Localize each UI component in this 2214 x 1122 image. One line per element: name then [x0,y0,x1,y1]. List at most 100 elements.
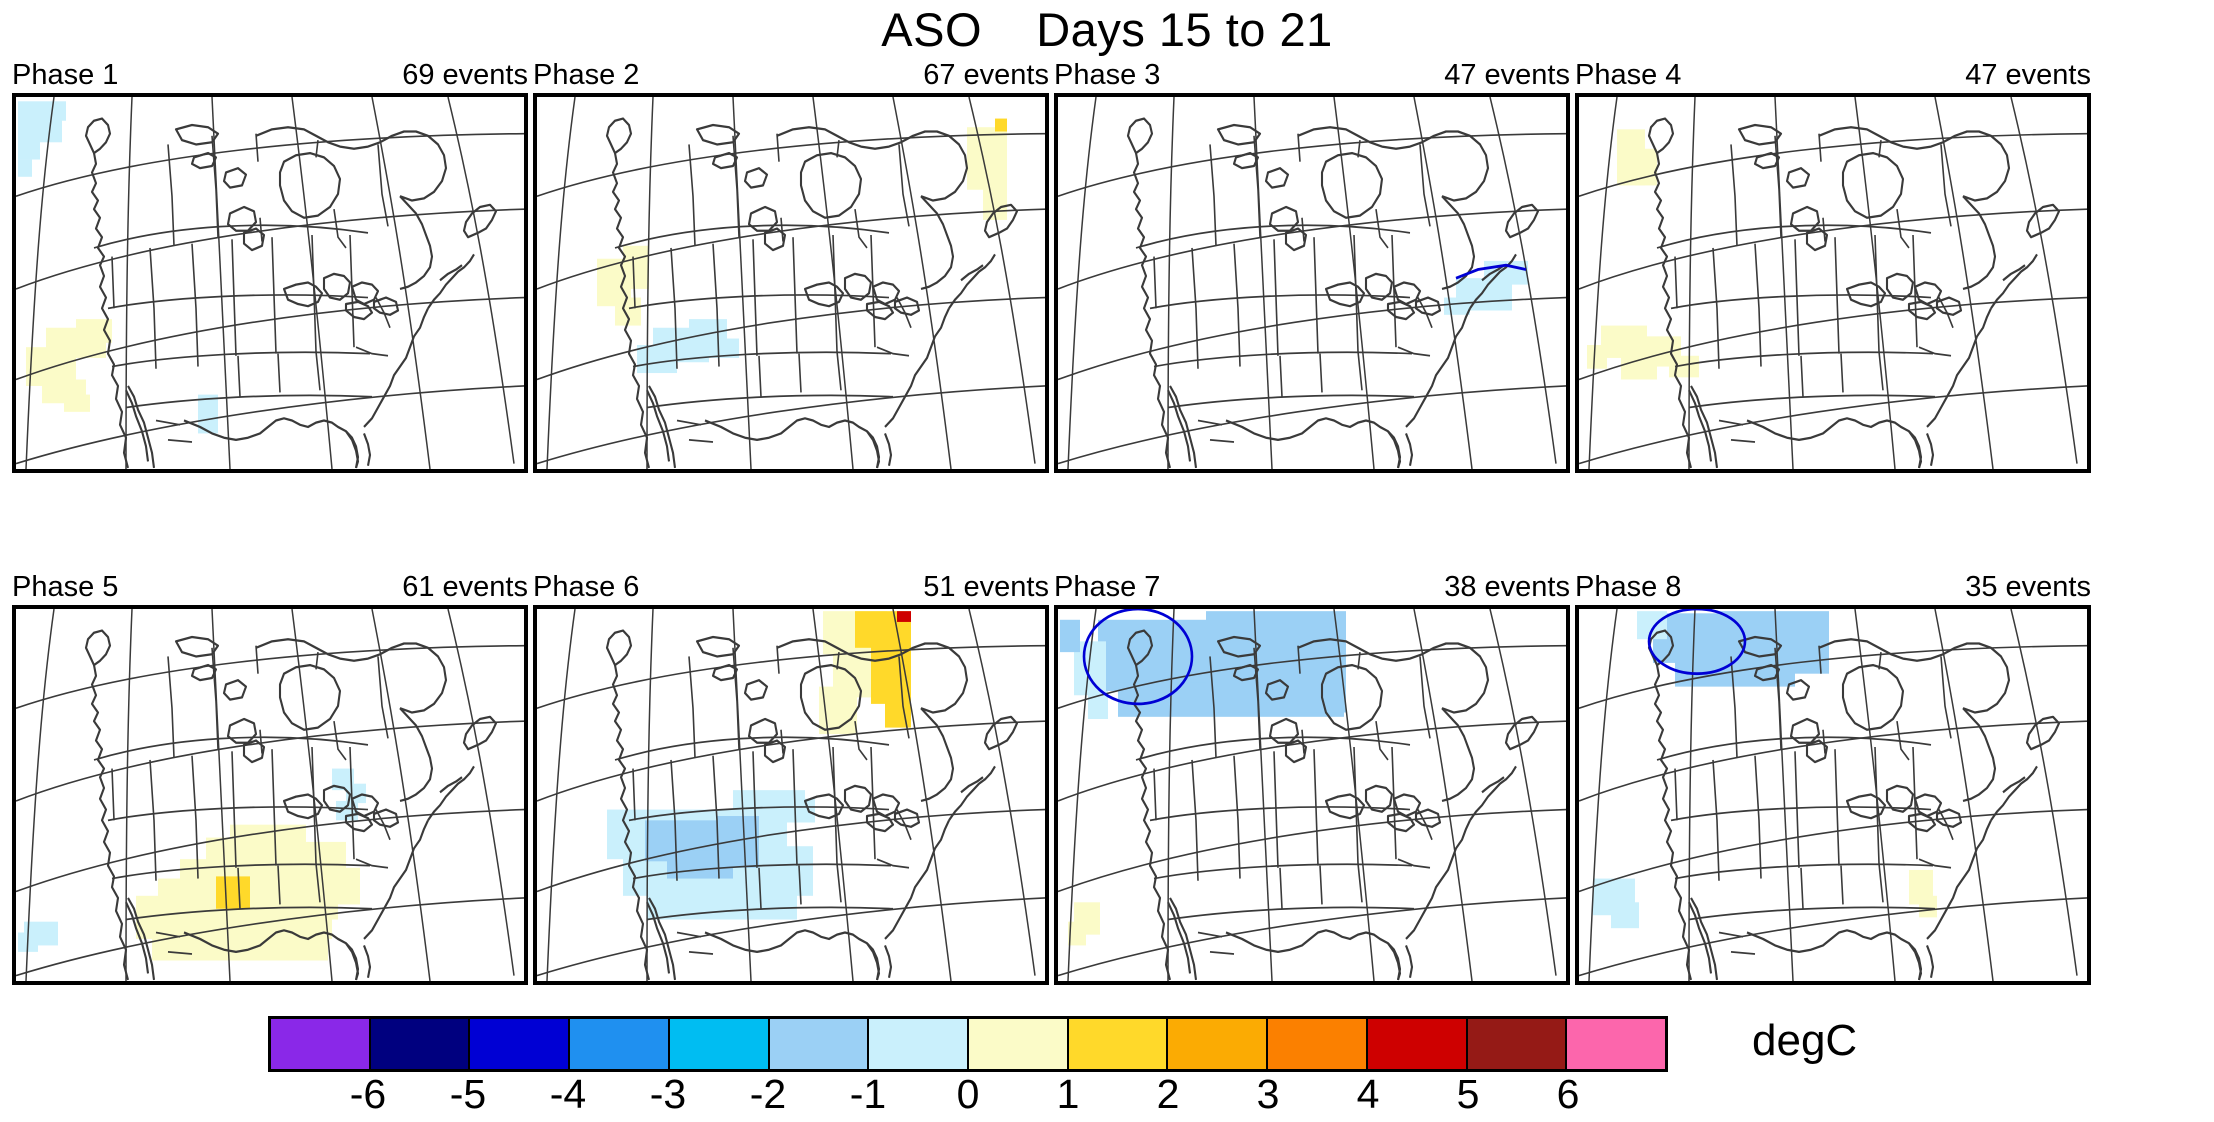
anomaly-cell [995,118,1007,132]
map-panel-7: Phase 7 38 events [1054,571,1570,985]
colorbar-tick: 3 [1256,1071,1280,1117]
graticule [1579,97,2087,469]
anomaly-cell [623,245,649,289]
graticule [1058,609,1566,981]
coastlines [84,629,498,981]
panel-phase-label: Phase 8 [1575,571,1682,603]
coastlines [605,117,1019,469]
graticule [16,609,524,981]
anomaly-cell [216,876,250,909]
anomaly-cell [1919,895,1937,918]
colorbar [268,1016,1668,1072]
anomaly-cell [18,159,32,177]
panel-header: Phase 2 67 events [533,59,1049,91]
colorbar-tick: 2 [1156,1071,1180,1117]
map-panel-8: Phase 8 35 events [1575,571,2091,985]
anomaly-cell [52,101,66,121]
anomaly-cell [40,118,62,143]
panel-phase-label: Phase 2 [533,59,640,91]
colorbar-tick: -5 [449,1071,487,1117]
anomaly-shading [1593,611,1937,929]
political-borders [1135,645,1433,955]
map-canvas[interactable] [1575,93,2091,473]
panel-header: Phase 5 61 events [12,571,528,603]
panel-header: Phase 8 35 events [1575,571,2091,603]
anomaly-shading [597,118,1007,374]
colorbar-swatch [1467,1019,1568,1069]
map-canvas[interactable] [1054,605,1570,985]
panel-header: Phase 6 51 events [533,573,1049,602]
anomaly-cell [709,338,739,358]
anomaly-cell [1068,921,1086,946]
anomaly-cell [885,695,911,728]
colorbar-tick: -1 [849,1071,887,1117]
panel-header: Phase 3 47 events [1054,59,1570,91]
colorbar-swatch [1268,1019,1368,1069]
anomaly-shading [18,101,218,434]
coastlines [1126,117,1540,469]
panel-events-count: 38 events [1444,571,1570,603]
anomaly-shading [1587,129,1699,380]
panel-phase-label: Phase 5 [12,571,119,603]
colorbar-tick: 4 [1356,1071,1380,1117]
anomaly-cell [1611,902,1639,929]
panel-header: Phase 4 47 events [1575,59,2091,91]
anomaly-cell [76,319,112,343]
graticule [1579,609,2087,981]
anomaly-cell [637,345,677,374]
colorbar-tick: -6 [349,1071,387,1117]
panel-phase-label: Phase 4 [1575,59,1682,91]
anomaly-cell [198,394,218,434]
map-panel-3: Phase 3 47 events [1054,59,1570,473]
anomaly-cell [1444,297,1470,315]
map-canvas[interactable] [533,605,1049,985]
colorbar-swatch [869,1019,970,1069]
graticule [1058,97,1566,469]
anomaly-cell [1060,619,1080,653]
colorbar-swatch [1367,1019,1468,1069]
map-canvas[interactable] [533,93,1049,473]
coastlines [84,117,498,469]
colorbar-tick: 1 [1056,1071,1080,1117]
graticule [537,97,1045,469]
map-canvas[interactable] [12,605,528,985]
contour-line [1082,609,1194,706]
panel-phase-label: Phase 7 [1054,571,1161,603]
colorbar-tick: -2 [749,1071,787,1117]
map-canvas[interactable] [1054,93,1570,473]
political-borders [614,133,912,443]
map-panel-6: Phase 6 51 events [533,573,1049,985]
map-panel-2: Phase 2 67 events [533,59,1049,473]
map-canvas[interactable] [1575,605,2091,985]
coastlines [1647,117,2061,469]
panel-phase-label: Phase 1 [12,59,119,91]
anomaly-cell [308,867,360,905]
anomaly-shading [1444,260,1528,315]
colorbar-swatch [1068,1019,1169,1069]
coastlines [1647,629,2061,981]
colorbar-tick: 0 [956,1071,980,1117]
colorbar-swatch [669,1019,770,1069]
panel-events-count: 47 events [1444,59,1570,91]
political-borders [93,133,391,443]
figure-title: ASO Days 15 to 21 [881,3,1333,56]
colorbar-units-label: degC [1752,1016,1858,1065]
panel-events-count: 69 events [402,59,528,91]
panel-events-count: 61 events [402,571,528,603]
colorbar-container [268,1016,1668,1072]
colorbar-swatch [1168,1019,1269,1069]
coastlines [605,629,1019,981]
anomaly-cell [1635,148,1657,186]
map-panel-1: Phase 1 69 events [12,59,528,473]
map-canvas[interactable] [12,93,528,473]
anomaly-cell [967,127,1007,190]
graticule [16,97,524,469]
coastlines [1126,629,1540,981]
panel-header: Phase 7 38 events [1054,571,1570,603]
political-borders [1135,133,1433,443]
anomaly-cell [64,394,90,412]
anomaly-cell [717,816,759,868]
colorbar-swatch [470,1019,571,1069]
anomaly-cell [791,798,815,823]
